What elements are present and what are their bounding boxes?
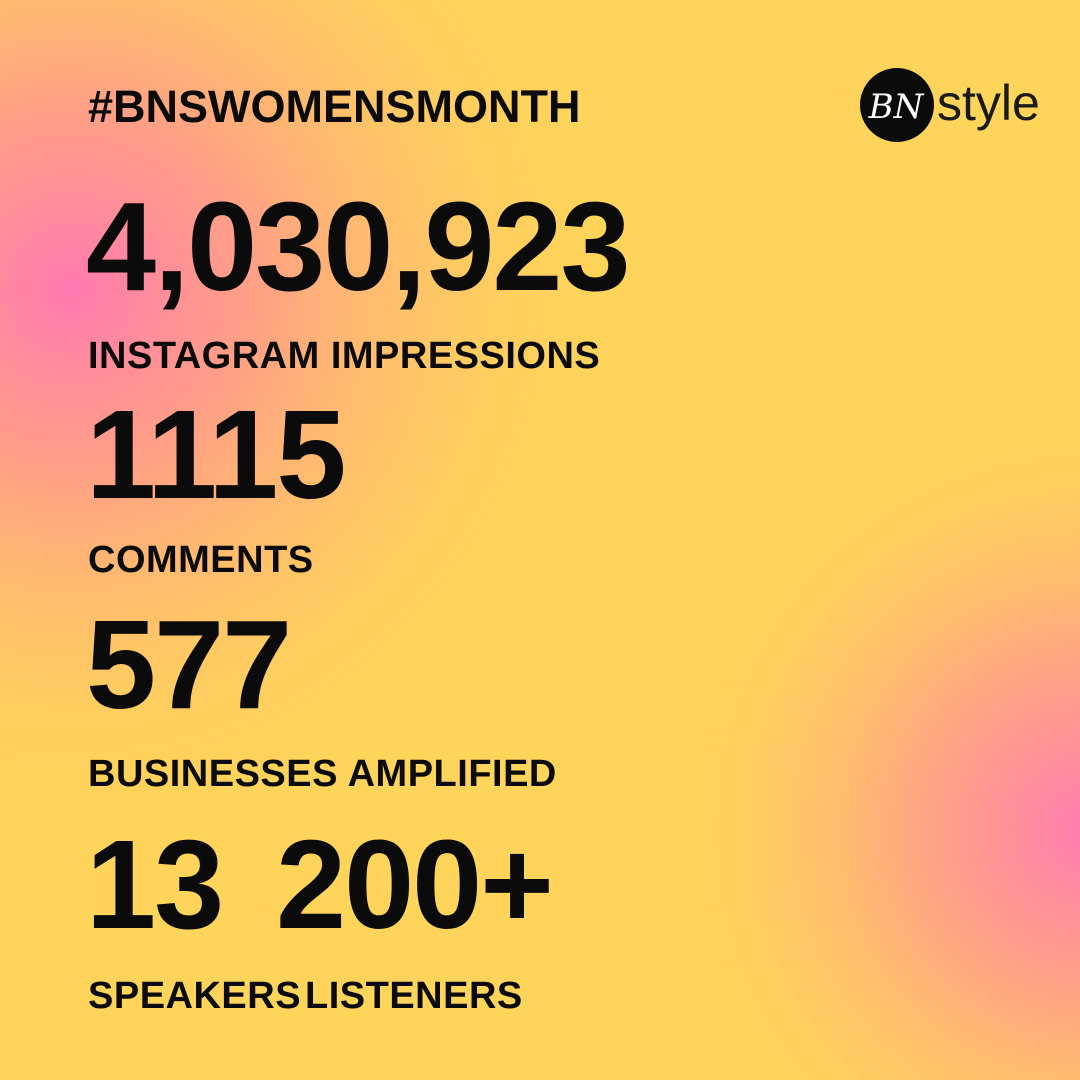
stat-value: 1115: [86, 384, 344, 525]
stat-label: BUSINESSES AMPLIFIED: [88, 753, 557, 795]
stat-label: SPEAKERS: [88, 975, 301, 1017]
stat-value: 200+: [276, 814, 552, 955]
stat-value: 13: [86, 814, 222, 955]
stat-value: 4,030,923: [86, 176, 629, 317]
logo-mark: BN: [868, 87, 925, 127]
logo-word: style: [937, 75, 1040, 131]
stat-label: COMMENTS: [88, 539, 314, 581]
stat-label: INSTAGRAM IMPRESSIONS: [88, 335, 600, 377]
hashtag: #BNSWOMENSMONTH: [88, 81, 581, 132]
stat-value: 577: [86, 594, 290, 735]
stat-label: LISTENERS: [305, 975, 523, 1017]
logo: BN style: [860, 68, 1040, 142]
logo-circle: [860, 68, 934, 142]
